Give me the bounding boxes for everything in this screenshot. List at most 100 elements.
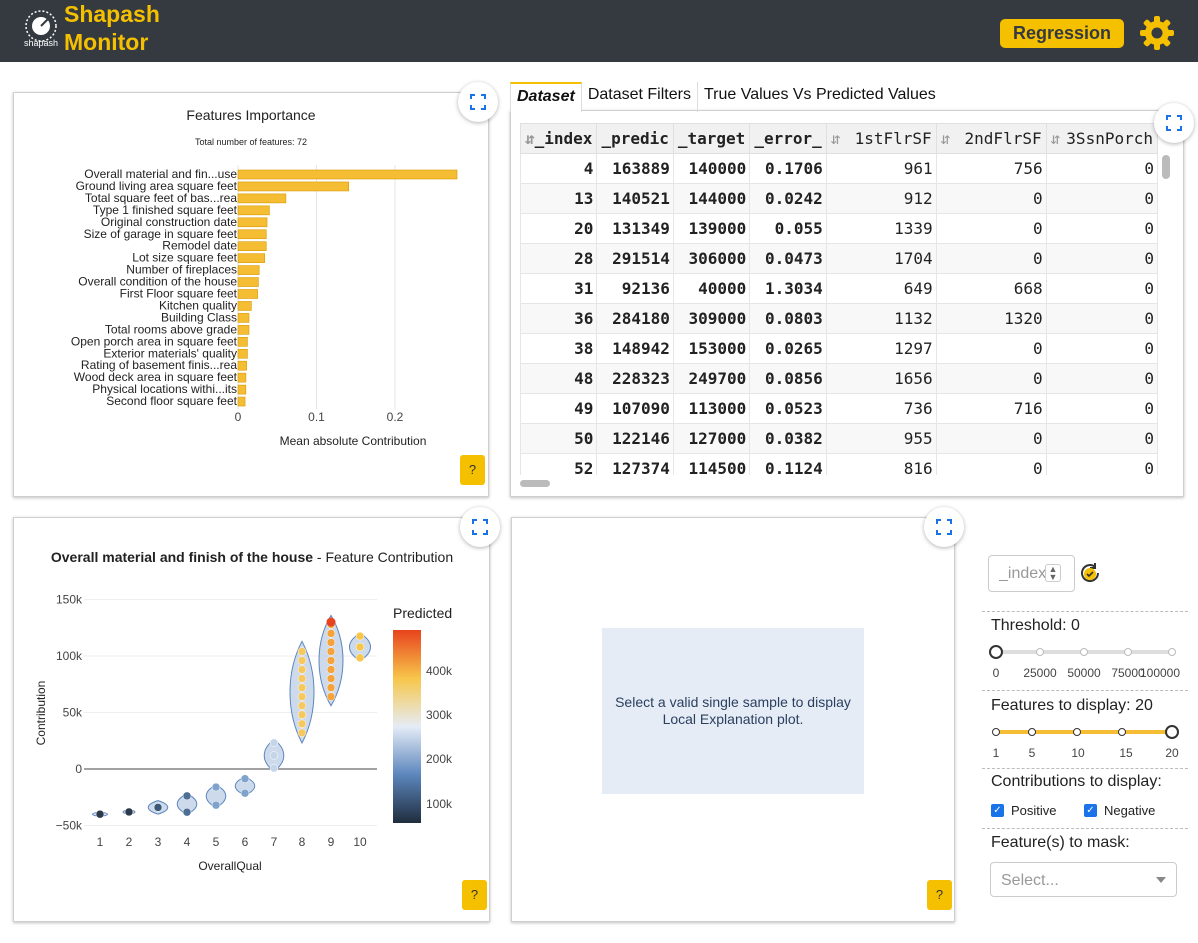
- fi-bar[interactable]: [237, 396, 246, 407]
- table-cell[interactable]: 52: [520, 453, 598, 475]
- table-cell[interactable]: 0: [935, 213, 1047, 244]
- fc-point[interactable]: [326, 665, 336, 674]
- fc-point[interactable]: [182, 791, 192, 801]
- fi-bar[interactable]: [237, 301, 252, 311]
- fc-point[interactable]: [326, 656, 336, 665]
- column-header[interactable]: ⇵_index: [520, 123, 598, 154]
- table-cell[interactable]: 0: [1045, 363, 1158, 394]
- table-row[interactable]: 20 131349 139000 0.055 1339 0 0: [520, 213, 1158, 244]
- table-cell[interactable]: 113000: [672, 393, 751, 424]
- table-cell[interactable]: 20: [520, 213, 598, 244]
- table-cell[interactable]: 114500: [672, 453, 751, 475]
- fi-bar[interactable]: [237, 372, 247, 383]
- table-row[interactable]: 13 140521 144000 0.0242 912 0 0: [520, 183, 1158, 214]
- table-cell[interactable]: 0.0803: [749, 303, 827, 334]
- table-cell[interactable]: 228323: [596, 363, 674, 394]
- fc-point[interactable]: [297, 719, 307, 729]
- table-row[interactable]: 4 163889 140000 0.1706 961 756 0: [520, 153, 1158, 184]
- table-cell[interactable]: 0: [935, 453, 1047, 475]
- fc-point[interactable]: [326, 638, 336, 647]
- fc-point[interactable]: [269, 751, 279, 760]
- table-cell[interactable]: 756: [935, 153, 1047, 184]
- table-cell[interactable]: 163889: [596, 153, 674, 184]
- fc-point[interactable]: [153, 803, 163, 812]
- fc-point[interactable]: [326, 683, 336, 692]
- table-cell[interactable]: 0.1706: [749, 153, 827, 184]
- table-cell[interactable]: 0.0242: [749, 183, 827, 214]
- feature-contribution-help-button[interactable]: ?: [462, 880, 487, 910]
- fc-violin[interactable]: [289, 640, 315, 745]
- table-cell[interactable]: 0: [935, 243, 1047, 274]
- table-cell[interactable]: 291514: [596, 243, 674, 274]
- fi-bar[interactable]: [237, 265, 260, 275]
- table-cell[interactable]: 1339: [825, 213, 937, 244]
- fi-bar[interactable]: [237, 253, 265, 263]
- table-cell[interactable]: 0: [935, 183, 1047, 214]
- fc-point[interactable]: [124, 807, 134, 817]
- fc-point[interactable]: [269, 763, 279, 773]
- table-cell[interactable]: 0.0856: [749, 363, 827, 394]
- table-cell[interactable]: 0: [1045, 333, 1158, 364]
- table-cell[interactable]: 1320: [935, 303, 1047, 334]
- table-cell[interactable]: 955: [825, 423, 937, 454]
- table-cell[interactable]: 0: [1045, 273, 1158, 304]
- fi-bar[interactable]: [237, 337, 248, 347]
- fc-point[interactable]: [211, 800, 221, 810]
- table-cell[interactable]: 127374: [596, 453, 674, 475]
- fc-point[interactable]: [240, 774, 250, 783]
- fc-point[interactable]: [326, 629, 336, 638]
- fc-point[interactable]: [326, 647, 336, 656]
- table-cell[interactable]: 306000: [672, 243, 751, 274]
- table-cell[interactable]: 716: [935, 393, 1047, 424]
- fc-point[interactable]: [326, 617, 336, 627]
- table-cell[interactable]: 49: [520, 393, 598, 424]
- features-slider-track[interactable]: [996, 730, 1172, 734]
- positive-checkbox[interactable]: ✓: [991, 804, 1004, 817]
- table-cell[interactable]: 649: [825, 273, 937, 304]
- fi-bar[interactable]: [237, 193, 287, 204]
- fi-bar[interactable]: [237, 217, 268, 228]
- table-cell[interactable]: 148942: [596, 333, 674, 364]
- table-row[interactable]: 50 122146 127000 0.0382 955 0 0: [520, 423, 1158, 454]
- tab-dataset[interactable]: Dataset: [510, 82, 582, 112]
- table-cell[interactable]: 0.0523: [749, 393, 827, 424]
- fc-point[interactable]: [355, 653, 365, 663]
- tab-true-vs-predicted[interactable]: True Values Vs Predicted Values: [703, 86, 936, 103]
- fi-bar[interactable]: [237, 289, 258, 299]
- table-row[interactable]: 48 228323 249700 0.0856 1656 0 0: [520, 363, 1158, 394]
- table-cell[interactable]: 38: [520, 333, 598, 364]
- table-cell[interactable]: 0: [1045, 453, 1158, 475]
- table-cell[interactable]: 0: [1045, 243, 1158, 274]
- tab-dataset-filters[interactable]: Dataset Filters: [582, 82, 698, 112]
- table-cell[interactable]: 40000: [672, 273, 751, 304]
- threshold-slider-handle[interactable]: [989, 645, 1003, 659]
- table-cell[interactable]: 144000: [672, 183, 751, 214]
- fc-point[interactable]: [182, 807, 192, 817]
- table-cell[interactable]: 0: [935, 333, 1047, 364]
- table-cell[interactable]: 127000: [672, 423, 751, 454]
- table-cell[interactable]: 92136: [596, 273, 674, 304]
- table-cell[interactable]: 0.0382: [749, 423, 827, 454]
- table-cell[interactable]: 0.0473: [749, 243, 827, 274]
- table-cell[interactable]: 0: [935, 423, 1047, 454]
- fc-point[interactable]: [297, 683, 307, 692]
- table-cell[interactable]: 816: [825, 453, 937, 475]
- column-header[interactable]: ⇵ 1stFlrSF: [825, 123, 937, 154]
- table-cell[interactable]: 309000: [672, 303, 751, 334]
- index-input[interactable]: _index_ ▲▼: [988, 555, 1075, 592]
- table-cell[interactable]: 107090: [596, 393, 674, 424]
- table-cell[interactable]: 249700: [672, 363, 751, 394]
- expand-feature-importance-button[interactable]: [458, 82, 498, 122]
- table-cell[interactable]: 31: [520, 273, 598, 304]
- table-cell[interactable]: 736: [825, 393, 937, 424]
- table-cell[interactable]: 0: [1045, 153, 1158, 184]
- fi-bar[interactable]: [237, 241, 267, 251]
- table-cell[interactable]: 36: [520, 303, 598, 334]
- fc-point[interactable]: [297, 728, 307, 738]
- table-cell[interactable]: 4: [520, 153, 598, 184]
- fc-point[interactable]: [297, 710, 307, 720]
- local-explanation-help-button[interactable]: ?: [927, 880, 952, 910]
- column-header[interactable]: _error_: [749, 123, 827, 154]
- table-horizontal-scrollbar[interactable]: [520, 480, 550, 487]
- table-row[interactable]: 36 284180 309000 0.0803 1132 1320 0: [520, 303, 1158, 334]
